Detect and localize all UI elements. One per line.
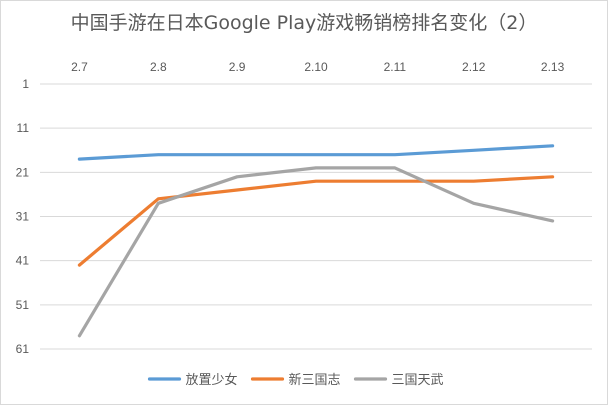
series-line-1 [77, 144, 555, 161]
x-tick-label: 2.12 [462, 60, 486, 74]
chart-title: 中国手游在日本Google Play游戏畅销榜排名变化（2） [70, 12, 538, 34]
series-line-2 [77, 175, 555, 267]
grid-layer [40, 83, 592, 350]
legend-label: 三国天武 [392, 373, 444, 388]
legend-label: 新三国志 [289, 372, 341, 388]
y-tick-label: 51 [16, 298, 30, 312]
legend-label: 放置少女 [186, 372, 238, 388]
y-tick-label: 31 [16, 210, 30, 224]
x-tick-label: 2.13 [541, 60, 565, 74]
x-tick-label: 2.9 [229, 60, 246, 74]
x-tick-labels: 2.7 2.8 2.9 2.10 2.11 2.12 2.13 [71, 60, 564, 74]
x-tick-label: 2.10 [304, 60, 328, 74]
y-tick-label: 11 [17, 121, 30, 135]
series-layer [77, 144, 555, 338]
y-tick-label: 21 [16, 165, 30, 179]
series-line-3 [77, 166, 555, 338]
y-tick-label: 1 [22, 77, 29, 91]
y-tick-label: 41 [16, 254, 30, 268]
x-tick-label: 2.11 [384, 60, 407, 74]
x-tick-label: 2.7 [71, 60, 88, 74]
y-tick-label: 61 [16, 342, 30, 356]
legend: 放置少女 新三国志 三国天武 [147, 372, 444, 388]
x-tick-label: 2.8 [150, 60, 167, 74]
